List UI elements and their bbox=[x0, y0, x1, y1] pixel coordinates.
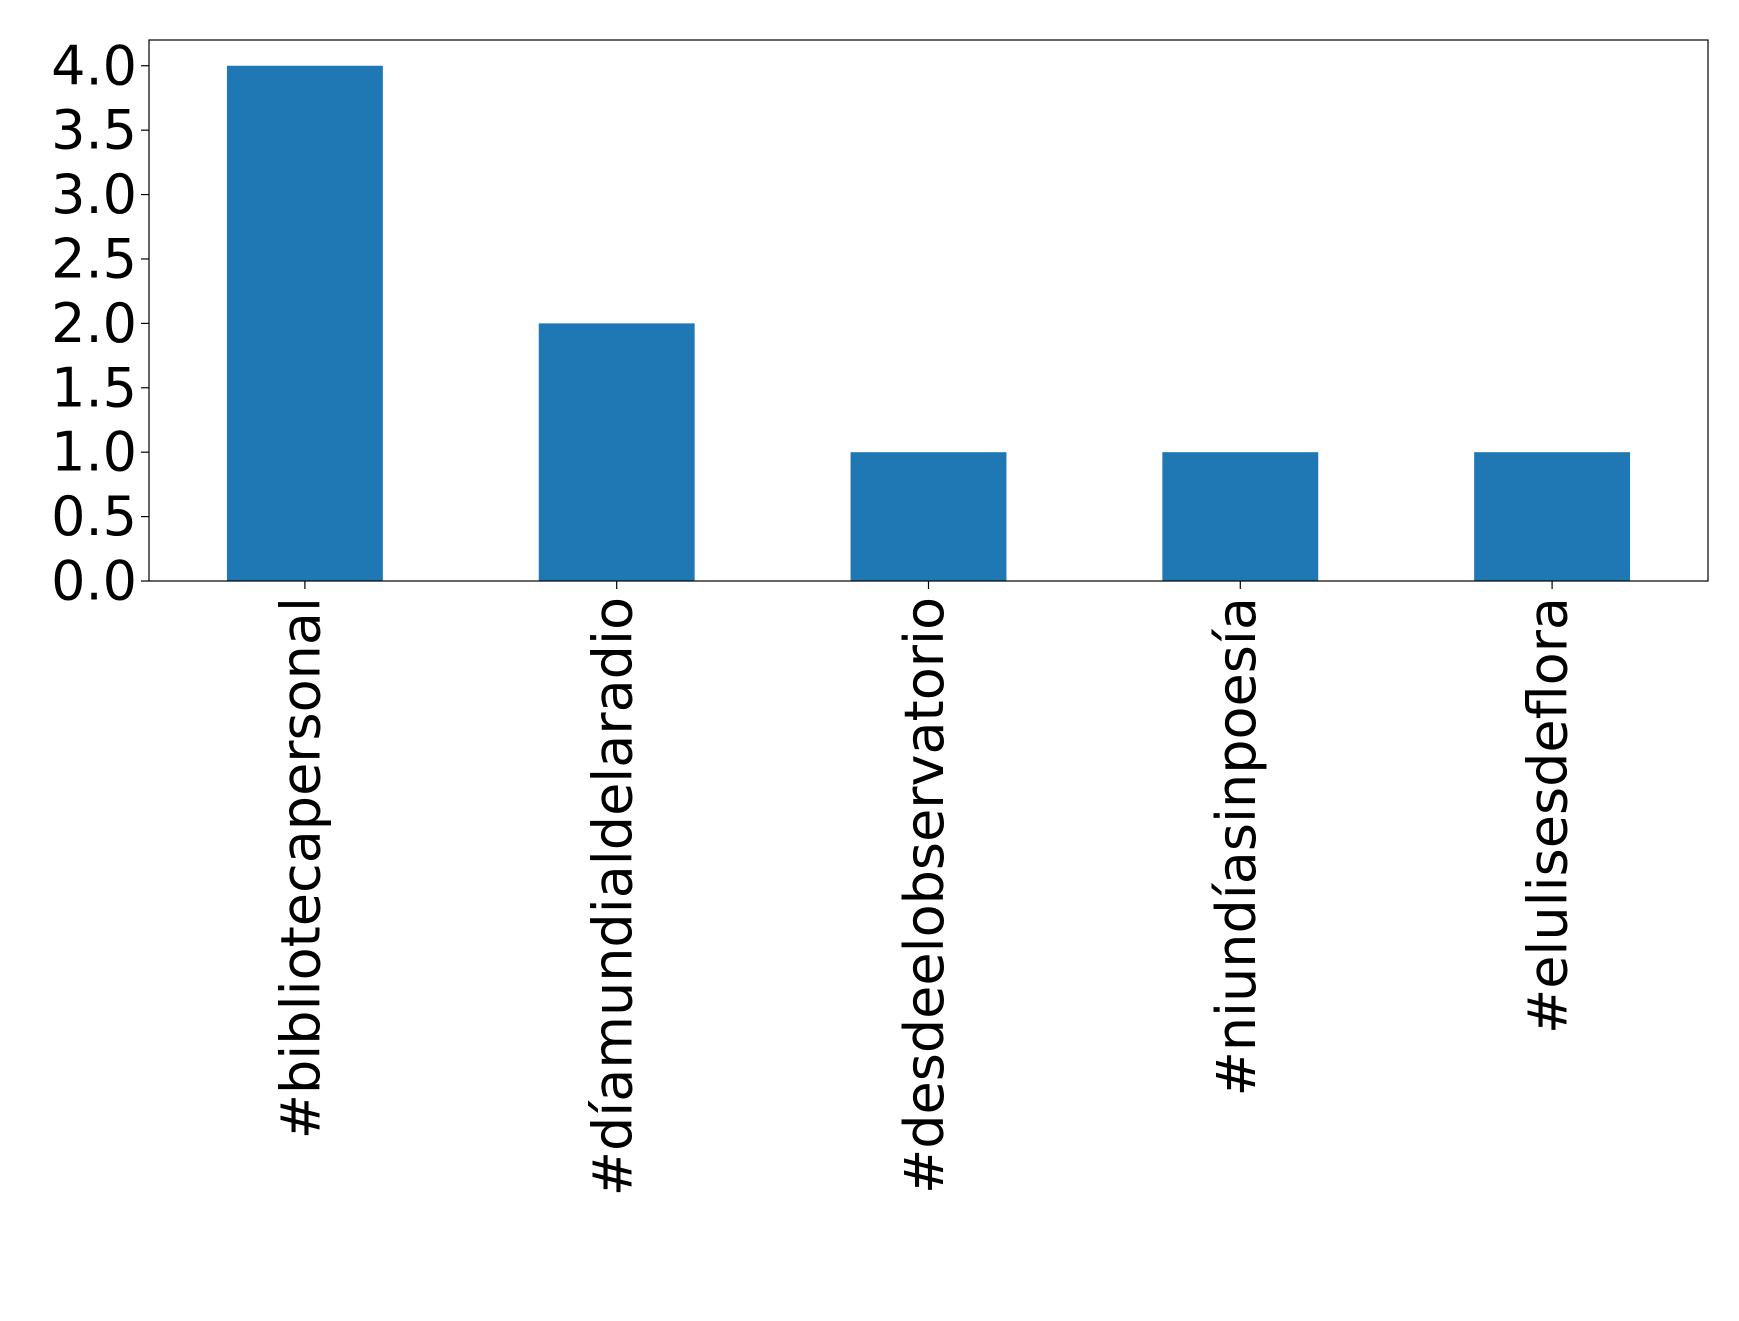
bar bbox=[1474, 452, 1631, 581]
x-tick-label: #bibliotecapersonal bbox=[270, 597, 333, 1139]
y-tick-label: 2.5 bbox=[51, 227, 137, 290]
y-tick-label: 1.5 bbox=[51, 356, 137, 419]
x-tick-label: #díamundialdelaradio bbox=[581, 597, 644, 1196]
x-tick-label: #elulisesdeflora bbox=[1517, 597, 1580, 1034]
plot-frame bbox=[148, 39, 1709, 582]
bar bbox=[1162, 452, 1319, 581]
y-tick-label: 2.0 bbox=[51, 292, 137, 355]
y-tick-label: 1.0 bbox=[51, 421, 137, 484]
y-tick-label: 3.0 bbox=[51, 163, 137, 226]
y-tick-label: 4.0 bbox=[51, 34, 137, 97]
bar bbox=[538, 323, 695, 581]
y-tick-label: 3.5 bbox=[51, 99, 137, 162]
x-tick-label: #niundíasinpoesía bbox=[1205, 597, 1268, 1096]
y-tick-label: 0.0 bbox=[51, 550, 137, 613]
y-tick-label: 0.5 bbox=[51, 485, 137, 548]
bar bbox=[850, 452, 1007, 581]
x-tick-label: #desdeelobservatorio bbox=[893, 597, 956, 1194]
bar bbox=[226, 65, 383, 581]
